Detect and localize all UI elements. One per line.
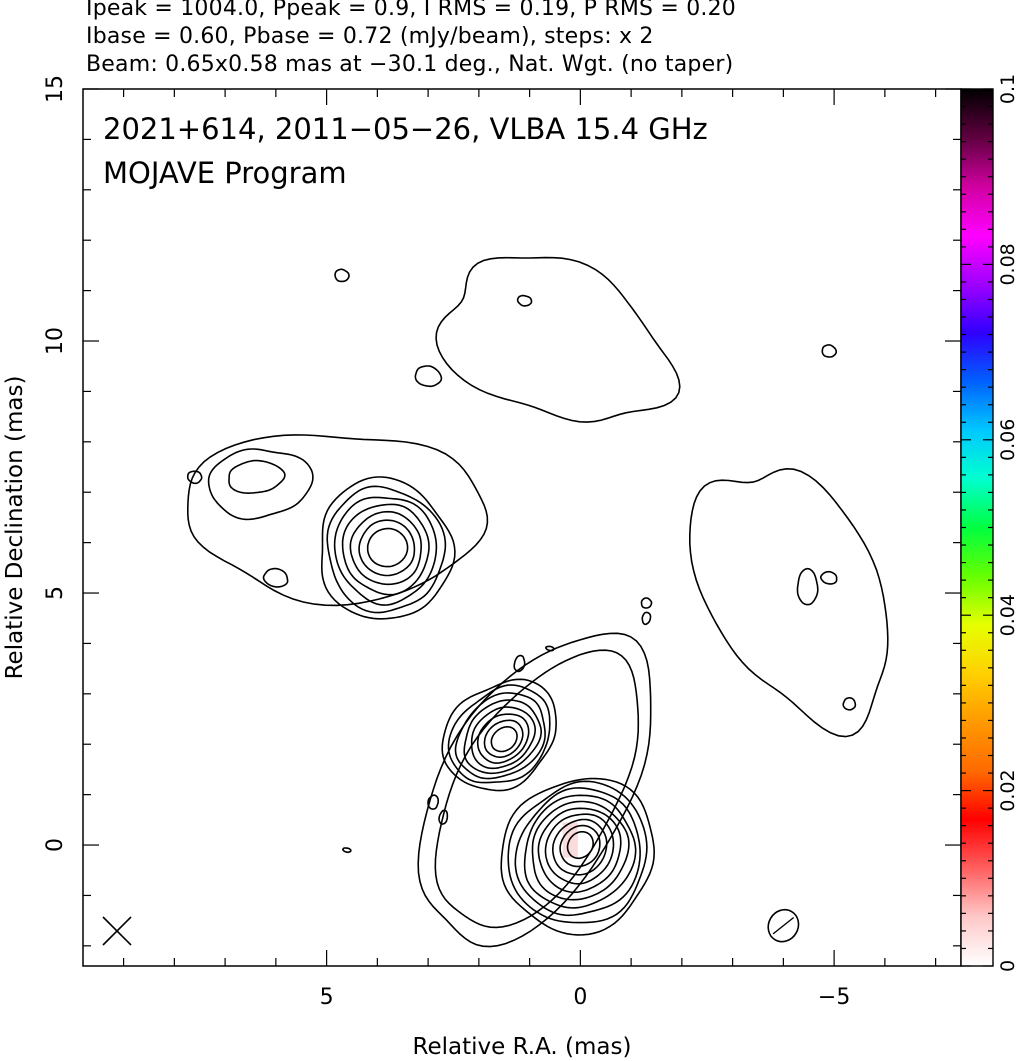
header-beam-info: Beam: 0.65x0.58 mas at −30.1 deg., Nat. … bbox=[86, 52, 734, 77]
colorbar-tick-label: 0.04 bbox=[997, 594, 1019, 636]
header-peak-rms: Ipeak = 1004.0, Ppeak = 0.9, I RMS = 0.1… bbox=[86, 0, 736, 21]
east-lobe-knot-contour bbox=[349, 510, 423, 586]
plot-area: 2021+614, 2011−05−26, VLBA 15.4 GHz MOJA… bbox=[102, 112, 889, 948]
east-lobe-knot-contour bbox=[341, 503, 430, 596]
core-jet-envelope bbox=[417, 632, 652, 948]
west-lobe-contour bbox=[689, 467, 889, 738]
east-lobe-tail-contour bbox=[228, 459, 286, 495]
west-lobe-knot-contour bbox=[796, 567, 819, 606]
contour-island bbox=[334, 268, 350, 283]
contours bbox=[186, 256, 889, 948]
contour-island bbox=[186, 470, 203, 485]
plot-title-source: 2021+614, 2011−05−26, VLBA 15.4 GHz bbox=[103, 112, 708, 146]
x-tick-label: 5 bbox=[320, 985, 334, 1010]
core-contour bbox=[537, 807, 622, 894]
contour-island bbox=[516, 294, 533, 307]
east-lobe-knot-contour bbox=[358, 519, 416, 577]
inner-jet-contour bbox=[441, 678, 557, 792]
contour-island bbox=[438, 809, 449, 825]
colorbar-tick-label: 0.1 bbox=[997, 74, 1019, 104]
core-contour bbox=[544, 813, 615, 885]
contour-island bbox=[842, 697, 857, 711]
beam-outline bbox=[767, 908, 800, 943]
beam-ellipse bbox=[767, 908, 800, 943]
contour-island bbox=[820, 570, 838, 585]
y-tick-label: 10 bbox=[43, 327, 68, 355]
colorbar-tick-label: 0.08 bbox=[997, 243, 1019, 285]
beam-hatch bbox=[772, 916, 795, 935]
contour-island bbox=[640, 597, 653, 609]
core-jet-envelope bbox=[434, 649, 640, 929]
core-contour bbox=[523, 794, 637, 909]
y-tick-label: 15 bbox=[43, 75, 68, 103]
contour-island bbox=[262, 567, 289, 588]
inner-jet-contour bbox=[454, 692, 546, 780]
colorbar: 0 0.02 0.04 0.06 0.08 0.1 bbox=[960, 74, 1019, 972]
colorbar-tick-label: 0.06 bbox=[997, 419, 1019, 461]
east-lobe-envelope bbox=[187, 434, 489, 607]
y-axis-label: Relative Declination (mas) bbox=[2, 376, 28, 680]
north-lobe-contour bbox=[435, 256, 681, 423]
core-contour bbox=[559, 824, 601, 868]
east-lobe-knot-contour bbox=[326, 485, 447, 614]
core-contour bbox=[531, 800, 630, 901]
y-tick-label: 5 bbox=[43, 586, 68, 600]
y-tick-label: 0 bbox=[43, 838, 68, 852]
contour-island bbox=[427, 794, 439, 810]
colorbar-gradient bbox=[961, 89, 993, 966]
core-contour bbox=[507, 780, 648, 924]
core-contour bbox=[552, 818, 608, 876]
core-contour bbox=[500, 777, 656, 936]
contour-island bbox=[545, 645, 555, 652]
origin-cross-marker bbox=[102, 916, 132, 946]
header-base-levels: Ibase = 0.60, Pbase = 0.72 (mJy/beam), s… bbox=[86, 24, 654, 49]
x-axis-label: Relative R.A. (mas) bbox=[413, 1034, 632, 1060]
x-tick-label: 0 bbox=[573, 985, 587, 1010]
inner-jet-contour bbox=[490, 726, 518, 753]
core-contour bbox=[514, 787, 641, 917]
inner-jet-contour bbox=[470, 706, 537, 770]
inner-jet-contour bbox=[483, 719, 524, 758]
east-lobe-knot-contour bbox=[320, 476, 456, 620]
contour-island bbox=[341, 847, 352, 854]
x-tick-label: −5 bbox=[818, 985, 850, 1010]
inner-jet-contour bbox=[476, 713, 530, 764]
contour-island bbox=[641, 611, 652, 626]
axis-ticks: 5 0 −5 0 5 10 15 bbox=[43, 75, 961, 1010]
east-lobe-knot-contour bbox=[366, 527, 409, 568]
contour-island bbox=[821, 344, 837, 358]
east-lobe-knot-contour bbox=[333, 496, 438, 606]
plot-title-program: MOJAVE Program bbox=[103, 156, 347, 190]
east-lobe-tail-contour bbox=[207, 448, 314, 521]
contour-island bbox=[513, 654, 526, 673]
colorbar-tick-label: 0 bbox=[997, 960, 1019, 972]
inner-jet-contour bbox=[463, 699, 543, 775]
colorbar-tick-label: 0.02 bbox=[997, 769, 1019, 811]
cross-stroke bbox=[102, 916, 132, 946]
contour-island bbox=[414, 365, 443, 388]
